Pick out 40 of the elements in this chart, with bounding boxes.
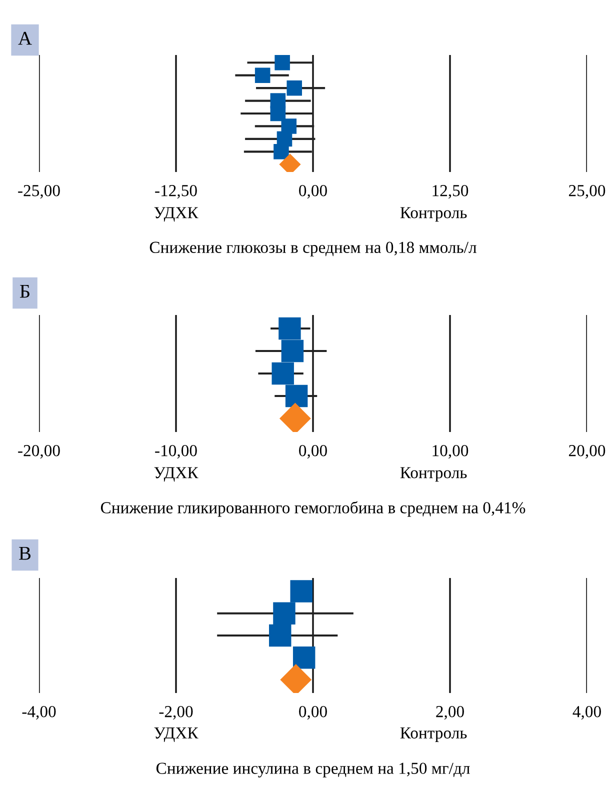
point	[254, 68, 270, 83]
point	[270, 106, 286, 122]
point	[292, 646, 316, 669]
point	[272, 362, 294, 385]
x-tick-label: 0,00	[299, 444, 327, 459]
x-tick-label: -2,00	[159, 706, 193, 720]
x-axis-title: Снижение инсулина в среднем на 1,50 мг/дл	[156, 762, 470, 778]
point	[281, 340, 304, 362]
x-tick-label: 25,00	[568, 184, 606, 199]
x-axis-title: Снижение глюкозы в среднем на 0,18 ммоль/л	[150, 242, 476, 256]
x-tick-label: -20,00	[18, 444, 60, 459]
point	[274, 144, 289, 160]
point	[290, 580, 312, 602]
text: Контроль	[400, 727, 467, 742]
text: УДХК	[154, 207, 198, 222]
point	[274, 55, 290, 70]
chart-title: Б	[20, 284, 30, 298]
x-tick-label: 2,00	[436, 706, 464, 720]
point	[269, 624, 292, 647]
text: УДХК	[154, 727, 198, 742]
x-axis-title: Снижение гликированного гемоглобина в среднем на 0,41%	[100, 501, 526, 517]
x-tick-label: -12,50	[155, 184, 197, 199]
x-tick-label: -4,00	[22, 706, 56, 720]
chart-title: В	[19, 546, 31, 560]
point	[278, 317, 301, 340]
x-tick-label: 20,00	[568, 444, 606, 459]
point	[286, 80, 302, 96]
text: Контроль	[400, 467, 467, 482]
x-tick-label: 0,00	[299, 706, 327, 720]
x-tick-label: 10,00	[432, 444, 468, 459]
x-tick-label: -25,00	[18, 184, 60, 199]
chart-title: А	[18, 32, 32, 45]
x-tick-label: 0,00	[299, 184, 327, 199]
point	[273, 602, 296, 624]
x-tick-label: 12,50	[432, 184, 468, 199]
point	[285, 384, 308, 408]
text: УДХК	[154, 467, 198, 482]
x-tick-label: 4,00	[572, 706, 601, 720]
x-tick-label: -10,00	[155, 444, 197, 459]
text: Контроль	[400, 207, 467, 222]
